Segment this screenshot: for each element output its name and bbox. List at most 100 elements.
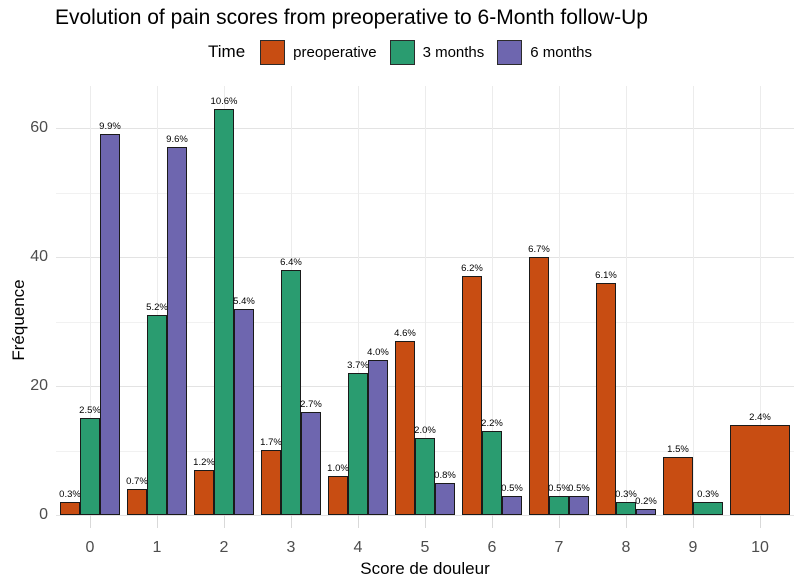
gridline-vertical [559, 86, 560, 515]
bar [502, 496, 522, 515]
x-tick-mark [291, 515, 292, 528]
gridline-vertical [425, 86, 426, 515]
bar-value-label: 2.2% [481, 418, 503, 429]
gridline-vertical [90, 86, 91, 515]
x-tick-mark [358, 515, 359, 528]
x-tick-label: 7 [554, 539, 564, 556]
x-tick-mark [224, 515, 225, 528]
x-tick-mark [760, 515, 761, 528]
legend-entry-label: 6 months [530, 43, 592, 61]
bar [127, 489, 147, 515]
bar-value-label: 1.2% [193, 457, 215, 468]
bar-value-label: 3.7% [347, 360, 369, 371]
x-tick-mark [626, 515, 627, 528]
x-tick-label: 2 [219, 539, 229, 556]
gridline-vertical [157, 86, 158, 515]
bar-value-label: 0.3% [59, 489, 81, 500]
legend-key-swatch [260, 39, 286, 65]
bar [100, 134, 120, 515]
bar-value-label: 1.0% [327, 463, 349, 474]
bar-value-label: 2.5% [79, 405, 101, 416]
bar-value-label: 6.4% [280, 257, 302, 268]
bar [482, 431, 502, 515]
bar [636, 509, 656, 515]
bar [301, 412, 321, 515]
bar [663, 457, 693, 515]
x-tick-label: 0 [85, 539, 95, 556]
x-tick-mark [425, 515, 426, 528]
x-tick-label: 10 [751, 539, 769, 556]
bar [261, 450, 281, 515]
y-tick-label: 60 [30, 119, 48, 136]
bar [435, 483, 455, 515]
bar-value-label: 5.4% [233, 296, 255, 307]
legend-entry-label: 3 months [422, 43, 485, 61]
bar-value-label: 1.7% [260, 437, 282, 448]
bar-value-label: 10.6% [210, 96, 238, 107]
x-tick-mark [559, 515, 560, 528]
gridline-vertical [626, 86, 627, 515]
bar-value-label: 0.5% [548, 483, 570, 494]
bar [368, 360, 388, 515]
bar [281, 270, 301, 515]
bar-value-label: 4.0% [367, 347, 389, 358]
bar [80, 418, 100, 515]
gridline-vertical [693, 86, 694, 515]
bar [194, 470, 214, 515]
bar [529, 257, 549, 515]
legend-entry-label: preoperative [293, 43, 377, 61]
x-tick-mark [693, 515, 694, 528]
bar-value-label: 6.1% [595, 270, 617, 281]
bar [616, 502, 636, 515]
bar-value-label: 0.2% [635, 496, 657, 507]
bar [214, 109, 234, 515]
y-tick-label: 20 [30, 377, 48, 394]
bar [596, 283, 616, 515]
x-tick-label: 8 [621, 539, 631, 556]
bar-value-label: 0.3% [615, 489, 637, 500]
bar [234, 309, 254, 515]
bar [167, 147, 187, 515]
gridline-vertical [358, 86, 359, 515]
x-tick-label: 4 [353, 539, 363, 556]
x-tick-mark [492, 515, 493, 528]
legend-key-swatch [497, 39, 523, 65]
chart-title: Evolution of pain scores from preoperati… [55, 6, 648, 29]
y-tick-label: 0 [39, 506, 48, 523]
bar-value-label: 0.5% [568, 483, 590, 494]
bar [60, 502, 80, 515]
bar-value-label: 4.6% [394, 328, 416, 339]
legend-entry: preoperative [260, 39, 377, 65]
bar [395, 341, 415, 515]
bar-value-label: 0.8% [434, 470, 456, 481]
x-tick-label: 9 [688, 539, 698, 556]
bar-value-label: 6.2% [461, 263, 483, 274]
bar-value-label: 2.7% [300, 399, 322, 410]
bar [693, 502, 723, 515]
bar-value-label: 9.6% [166, 134, 188, 145]
legend-entry: 3 months [389, 39, 485, 65]
gridline-vertical [760, 86, 761, 515]
y-tick-label: 40 [30, 248, 48, 265]
bar [328, 476, 348, 515]
bar [569, 496, 589, 515]
bar-value-label: 0.3% [697, 489, 719, 500]
x-tick-label: 6 [487, 539, 497, 556]
bar-value-label: 1.5% [667, 444, 689, 455]
legend-title: Time [208, 42, 246, 61]
bar-value-label: 2.0% [414, 425, 436, 436]
x-tick-label: 5 [420, 539, 430, 556]
bar [147, 315, 167, 515]
bar-value-label: 9.9% [99, 121, 121, 132]
bar [415, 438, 435, 515]
x-axis-title: Score de douleur [360, 559, 490, 578]
bar-value-label: 0.5% [501, 483, 523, 494]
legend: Time preoperative 3 months 6 months [0, 38, 800, 66]
bar [549, 496, 569, 515]
bar-value-label: 5.2% [146, 302, 168, 313]
x-tick-mark [90, 515, 91, 528]
bar [462, 276, 482, 515]
legend-entry: 6 months [497, 39, 592, 65]
y-axis-title: Fréquence [9, 279, 28, 361]
